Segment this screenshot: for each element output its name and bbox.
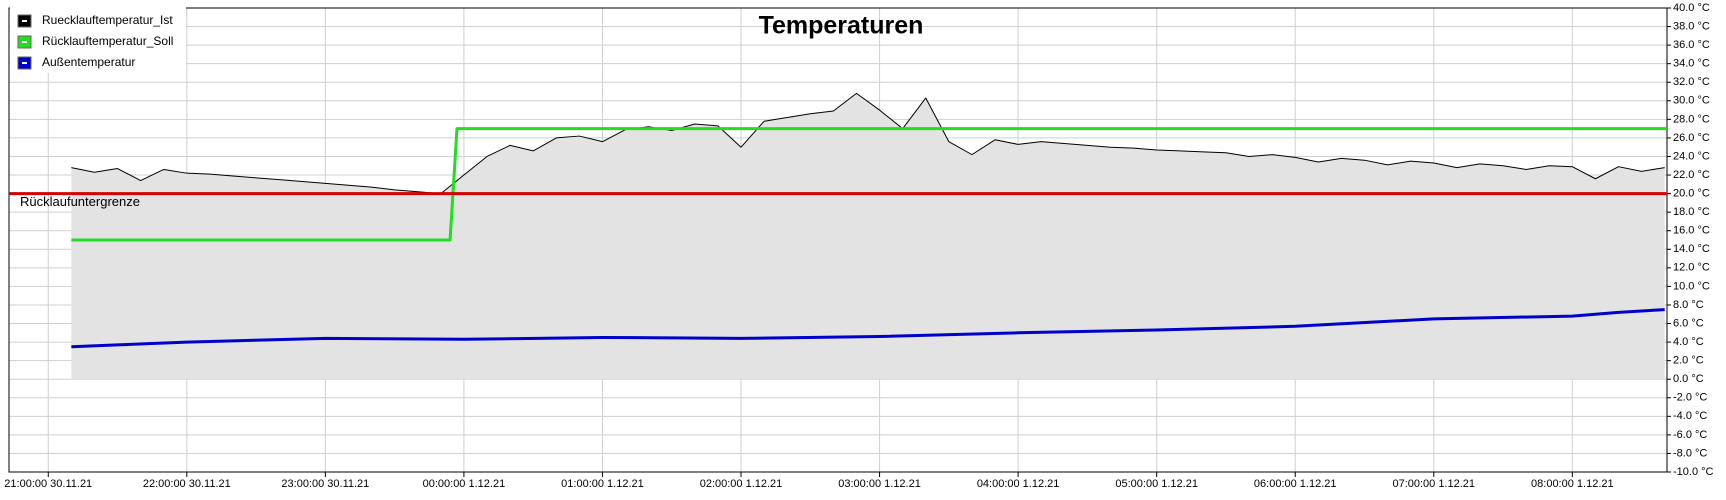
y-tick-label: 4.0 °C bbox=[1673, 336, 1704, 348]
y-tick-label: 20.0 °C bbox=[1673, 188, 1710, 200]
y-tick-label: 16.0 °C bbox=[1673, 225, 1710, 237]
legend-label: Rücklauftemperatur_Soll bbox=[42, 34, 173, 48]
marks bbox=[9, 92, 1667, 380]
x-tick-label: 07:00:00 1.12.21 bbox=[1392, 478, 1475, 490]
y-tick-label: 10.0 °C bbox=[1673, 280, 1710, 292]
line bbox=[71, 308, 1665, 349]
x-tick-label: 00:00:00 1.12.21 bbox=[423, 478, 506, 490]
y-tick-label: 34.0 °C bbox=[1673, 58, 1710, 70]
y-tick-label: 30.0 °C bbox=[1673, 95, 1710, 107]
x-tick-label: 22:00:00 30.11.21 bbox=[143, 478, 231, 490]
x-tick-label: 23:00:00 30.11.21 bbox=[281, 478, 369, 490]
y-tick-label: 0.0 °C bbox=[1673, 373, 1704, 385]
y-tick-label: -6.0 °C bbox=[1673, 429, 1707, 441]
y-tick-label: -2.0 °C bbox=[1673, 392, 1707, 404]
legend-label: Außentemperatur bbox=[42, 55, 135, 69]
y-tick-label: -10.0 °C bbox=[1673, 466, 1714, 478]
x-tick-label: 03:00:00 1.12.21 bbox=[838, 478, 921, 490]
y-tick-label: 6.0 °C bbox=[1673, 317, 1704, 329]
y-tick-label: 40.0 °C bbox=[1673, 2, 1710, 14]
y-tick-label: 26.0 °C bbox=[1673, 132, 1710, 144]
y-tick-label: 38.0 °C bbox=[1673, 20, 1710, 32]
legend-box bbox=[10, 5, 186, 73]
y-tick-label: 2.0 °C bbox=[1673, 355, 1704, 367]
area bbox=[71, 93, 1665, 380]
y-tick-label: -8.0 °C bbox=[1673, 447, 1707, 459]
y-tick-label: 12.0 °C bbox=[1673, 262, 1710, 274]
y-tick-label: 14.0 °C bbox=[1673, 243, 1710, 255]
legend-label: Ruecklauftemperatur_Ist bbox=[42, 13, 173, 27]
labels: 40.0 °C 38.0 °C 36.0 °C 34.0 °C 32.0 °C 30.0 … bbox=[4, 2, 1713, 490]
y-tick-label: 18.0 °C bbox=[1673, 206, 1710, 218]
x-tick-label: 08:00:00 1.12.21 bbox=[1531, 478, 1614, 490]
legend: Ruecklauftemperatur_Ist Rücklauftemperatu… bbox=[10, 5, 186, 73]
y-tick-label: 32.0 °C bbox=[1673, 76, 1710, 88]
y-tick-label: 22.0 °C bbox=[1673, 169, 1710, 181]
x-tick-label: 05:00:00 1.12.21 bbox=[1115, 478, 1198, 490]
x-tick-label: 21:00:00 30.11.21 bbox=[4, 478, 92, 490]
chart-title: Temperaturen bbox=[759, 12, 924, 40]
y-tick-label: -4.0 °C bbox=[1673, 410, 1707, 422]
y-tick-label: 28.0 °C bbox=[1673, 113, 1710, 125]
y-tick-label: 24.0 °C bbox=[1673, 150, 1710, 162]
plot-frame bbox=[8, 7, 1668, 473]
y-tick-label: 36.0 °C bbox=[1673, 39, 1710, 51]
y-tick-label: 8.0 °C bbox=[1673, 299, 1704, 311]
line bbox=[71, 127, 1667, 242]
x-tick-label: 01:00:00 1.12.21 bbox=[561, 478, 644, 490]
reference-label: Rücklaufuntergrenze bbox=[20, 194, 140, 209]
x-tick-label: 02:00:00 1.12.21 bbox=[700, 478, 783, 490]
x-tick-label: 04:00:00 1.12.21 bbox=[977, 478, 1060, 490]
x-tick-label: 06:00:00 1.12.21 bbox=[1254, 478, 1337, 490]
line bbox=[71, 92, 1665, 195]
